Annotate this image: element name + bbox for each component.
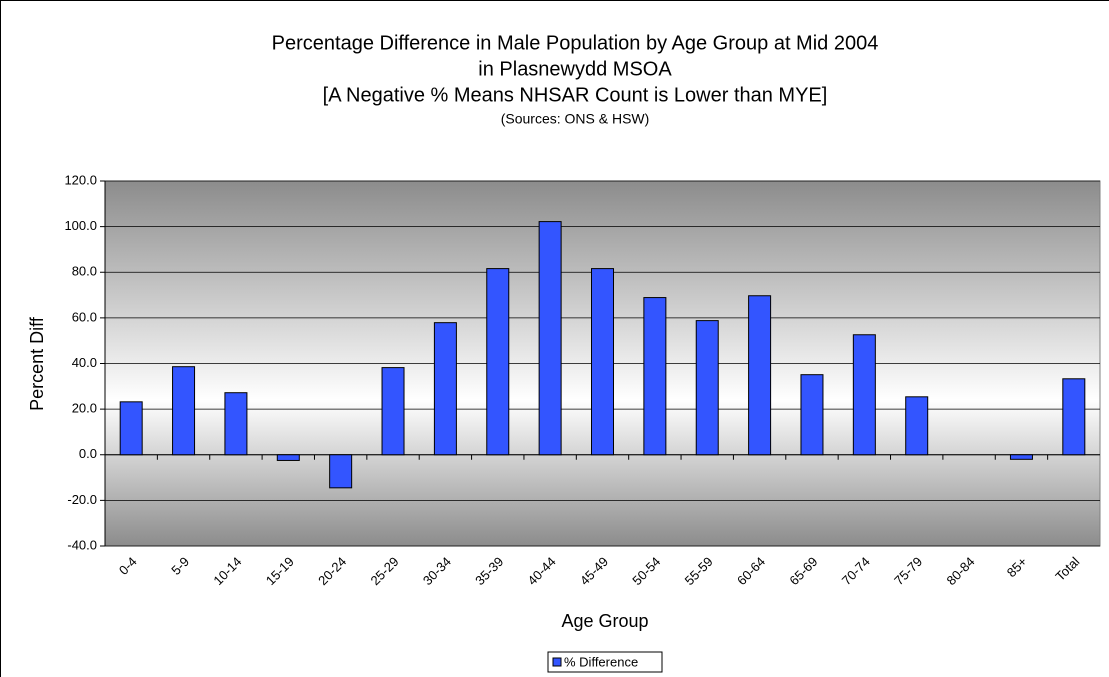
chart-note: (Sources: ONS & HSW) <box>501 111 650 127</box>
x-tick-label: 85+ <box>1004 554 1030 580</box>
bar <box>381 367 405 456</box>
x-tick-label: 60-64 <box>734 554 768 588</box>
legend-label: % Difference <box>564 654 638 669</box>
y-tick-label: 20.0 <box>72 401 97 416</box>
y-tick-label: 60.0 <box>72 309 97 324</box>
x-tick-label: 15-19 <box>263 554 297 588</box>
bar <box>224 392 248 456</box>
chart-subtitle: in Plasnewydd MSOA <box>478 58 672 80</box>
x-tick-label: 50-54 <box>629 554 663 588</box>
bar <box>695 320 719 456</box>
y-tick-label: -20.0 <box>67 492 97 507</box>
bar <box>852 334 876 456</box>
x-tick-label: 75-79 <box>891 554 925 588</box>
y-tick-label: -40.0 <box>67 537 97 552</box>
bar <box>433 322 457 456</box>
y-tick-label: 80.0 <box>72 264 97 279</box>
chart-title: Percentage Difference in Male Population… <box>272 32 879 54</box>
x-tick-label: 20-24 <box>315 554 349 588</box>
bar <box>329 454 353 489</box>
y-tick-label: 40.0 <box>72 355 97 370</box>
bar <box>643 297 667 456</box>
bar <box>172 366 196 456</box>
y-tick-label: 120.0 <box>64 172 97 187</box>
bar <box>591 268 614 456</box>
x-tick-label: Total <box>1052 554 1082 584</box>
x-tick-label: 80-84 <box>944 554 978 588</box>
x-tick-label: 55-59 <box>682 554 716 588</box>
chart-subtitle: [A Negative % Means NHSAR Count is Lower… <box>323 84 828 106</box>
x-tick-label: 35-39 <box>472 554 506 588</box>
legend-swatch <box>552 657 562 667</box>
x-axis-label: Age Group <box>561 611 648 631</box>
bar <box>905 396 929 456</box>
y-tick-label: 100.0 <box>64 218 97 233</box>
bar <box>800 374 824 456</box>
x-tick-label: 25-29 <box>367 554 401 588</box>
x-tick-label: 5-9 <box>168 554 192 578</box>
bar <box>748 295 772 456</box>
bar <box>276 454 300 461</box>
x-tick-label: 0-4 <box>116 554 140 578</box>
bar <box>486 268 510 456</box>
bar <box>538 221 562 456</box>
bar <box>119 401 143 456</box>
x-tick-label: 45-49 <box>577 554 611 588</box>
y-tick-label: 0.0 <box>79 446 97 461</box>
legend <box>547 651 663 673</box>
y-axis-label: Percent Diff <box>27 316 47 411</box>
bar <box>1009 454 1033 460</box>
x-tick-label: 70-74 <box>839 554 873 588</box>
bar <box>1062 378 1086 456</box>
x-tick-label: 40-44 <box>525 554 559 588</box>
x-tick-label: 30-34 <box>420 554 454 588</box>
x-tick-label: 10-14 <box>210 554 244 588</box>
x-tick-label: 65-69 <box>786 554 820 588</box>
